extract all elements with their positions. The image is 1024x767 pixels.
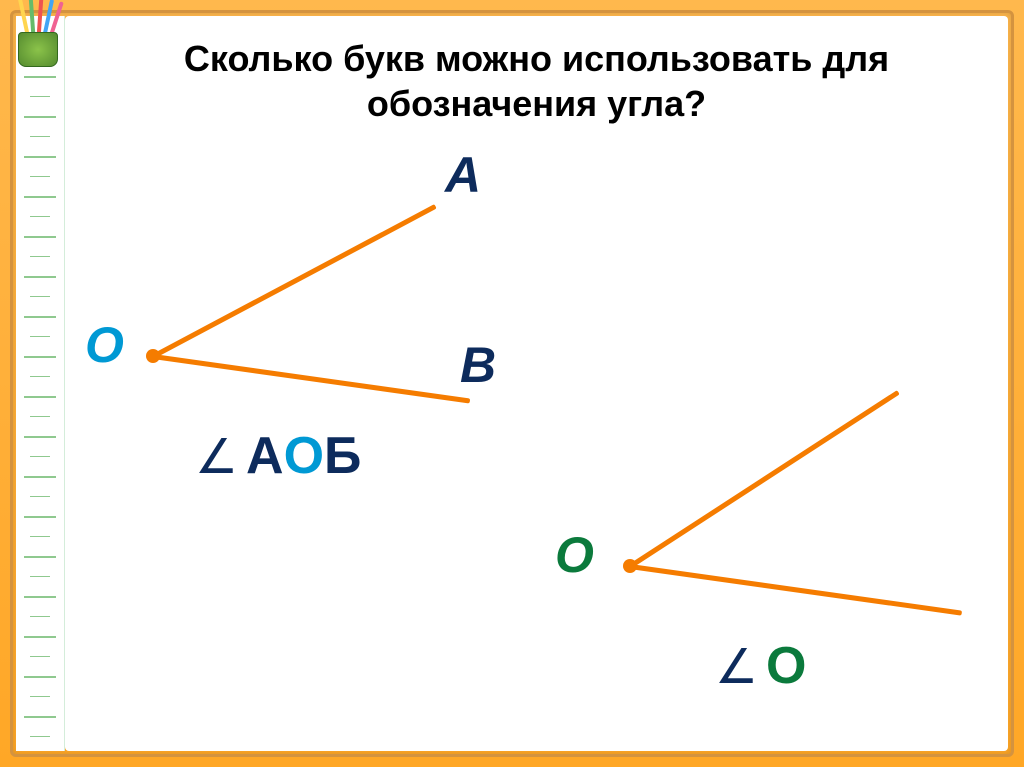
cup-icon [18, 32, 58, 67]
notation-letter-a: А [246, 426, 284, 486]
angle1-label-a: А [445, 146, 481, 204]
angle1-vertex [146, 349, 160, 363]
angle2-ray-1 [629, 390, 900, 568]
angle1-ray-ob [153, 354, 471, 403]
angle-symbol-icon: ∠ [195, 429, 238, 485]
diagram-area: А В О ∠ АОБ О ∠ О [65, 136, 1008, 751]
ruler-decoration [16, 16, 65, 751]
content-area: Сколько букв можно использовать для обоз… [65, 16, 1008, 751]
angle2-label-o: О [555, 526, 594, 584]
pencil-cup-decoration [10, 0, 65, 67]
angle1-label-o: О [85, 316, 124, 374]
title-line-2: обозначения угла? [367, 83, 706, 124]
angle2-ray-2 [630, 564, 962, 616]
notation-letter-o: О [766, 636, 806, 696]
angle2-vertex [623, 559, 637, 573]
angle2-notation: ∠ О [715, 636, 806, 696]
notation-letter-o: О [284, 426, 324, 486]
angle1-label-b: В [460, 336, 496, 394]
notation-letter-b: Б [324, 426, 361, 486]
slide-frame: Сколько букв можно использовать для обоз… [0, 0, 1024, 767]
title-line-1: Сколько букв можно использовать для [184, 38, 889, 79]
slide-title: Сколько букв можно использовать для обоз… [65, 36, 1008, 126]
angle1-notation: ∠ АОБ [195, 426, 361, 486]
angle1-ray-oa [152, 204, 437, 359]
angle-symbol-icon: ∠ [715, 639, 758, 695]
